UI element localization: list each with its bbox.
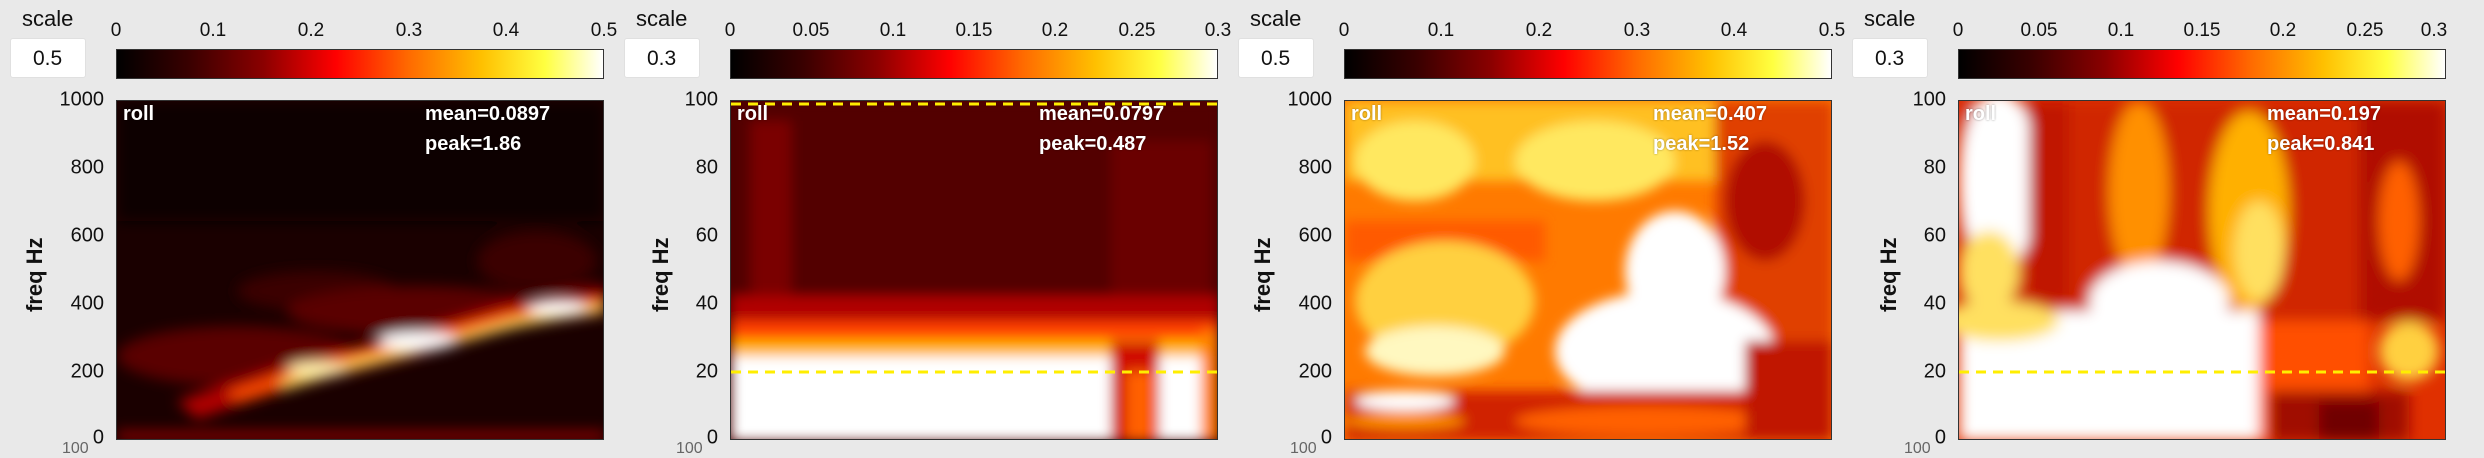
spectrogram-panel-3: scale 0.5 0 0.1 0.2 0.3 0.4 0.5 freq Hz … [1228, 0, 1846, 457]
mean-annotation: mean=0.0897 [425, 103, 551, 125]
peak-annotation: peak=0.487 [1039, 133, 1147, 155]
colorbar-tick: 0.5 [590, 20, 618, 41]
y-tick: 600 [70, 224, 104, 247]
colorbar-tick: 0.25 [1118, 20, 1156, 41]
scale-label: scale [636, 6, 688, 31]
y-tick: 800 [1298, 156, 1332, 179]
scale-label: scale [1250, 6, 1302, 31]
scale-label: scale [22, 6, 74, 31]
y-tick: 1000 [1287, 88, 1333, 111]
scale-input[interactable]: 0.5 [10, 38, 86, 78]
spectrogram-plot[interactable]: roll mean=0.0797 peak=0.487 [730, 100, 1218, 440]
colorbar-tick: 0.2 [2269, 20, 2297, 41]
colorbar-tick: 0.1 [2107, 20, 2135, 41]
y-tick: 1000 [59, 88, 105, 111]
spectrogram-plot[interactable]: roll mean=0.0897 peak=1.86 [116, 100, 604, 440]
overlay-label: roll [1965, 103, 1997, 125]
spectrogram-panel-4: scale 0.3 0 0.05 0.1 0.15 0.2 0.25 0.3 f… [1842, 0, 2456, 457]
overlay-label: roll [1351, 103, 1383, 125]
colorbar-tick: 0.3 [1204, 20, 1232, 41]
colorbar [1344, 49, 1832, 79]
colorbar-tick: 0 [724, 20, 736, 41]
y-tick: 800 [70, 156, 104, 179]
y-tick: 80 [1923, 156, 1946, 179]
y-tick: 200 [1298, 360, 1332, 383]
colorbar-tick: 0.3 [395, 20, 423, 41]
y-tick-cut: 100 [676, 440, 703, 457]
y-tick: 0 [1934, 426, 1946, 449]
peak-annotation: peak=1.52 [1653, 133, 1750, 155]
heatmap-image [1345, 101, 1831, 439]
overlay-label: roll [123, 103, 155, 125]
scale-input[interactable]: 0.3 [624, 38, 700, 78]
y-tick-cut: 100 [62, 440, 89, 457]
heatmap-image [1959, 101, 2445, 439]
mean-annotation: mean=0.0797 [1039, 103, 1165, 125]
scale-input[interactable]: 0.3 [1852, 38, 1928, 78]
y-tick: 400 [1298, 292, 1332, 315]
colorbar-tick: 0.1 [1427, 20, 1455, 41]
spectrogram-panel-1: scale 0.5 0 0.1 0.2 0.3 0.4 0.5 freq Hz … [0, 0, 618, 457]
colorbar-tick: 0.25 [2346, 20, 2384, 41]
colorbar-tick: 0.1 [879, 20, 907, 41]
colorbar [1958, 49, 2446, 79]
colorbar [730, 49, 1218, 79]
y-tick: 60 [1923, 224, 1946, 247]
y-tick: 0 [706, 426, 718, 449]
y-tick: 80 [695, 156, 718, 179]
colorbar-tick: 0.4 [492, 20, 520, 41]
spectrogram-panel-2: scale 0.3 0 0.05 0.1 0.15 0.2 0.25 0.3 f… [614, 0, 1232, 457]
colorbar-tick: 0.5 [1818, 20, 1846, 41]
colorbar-tick: 0.15 [2183, 20, 2221, 41]
mean-annotation: mean=0.407 [1653, 103, 1767, 125]
y-tick: 0 [92, 426, 104, 449]
y-tick: 100 [684, 88, 718, 111]
colorbar [116, 49, 604, 79]
colorbar-tick: 0.3 [1623, 20, 1651, 41]
colorbar-tick: 0.2 [1525, 20, 1553, 41]
y-tick: 100 [1912, 88, 1946, 111]
y-tick: 400 [70, 292, 104, 315]
colorbar-tick: 0.2 [1041, 20, 1069, 41]
colorbar-tick: 0.05 [792, 20, 830, 41]
peak-annotation: peak=1.86 [425, 133, 522, 155]
y-tick: 20 [695, 360, 718, 383]
peak-annotation: peak=0.841 [2267, 133, 2375, 155]
y-tick: 60 [695, 224, 718, 247]
scale-input[interactable]: 0.5 [1238, 38, 1314, 78]
colorbar-tick: 0.4 [1720, 20, 1748, 41]
spectrogram-plot[interactable]: roll mean=0.407 peak=1.52 [1344, 100, 1832, 440]
y-tick: 600 [1298, 224, 1332, 247]
overlay-label: roll [737, 103, 769, 125]
heatmap-image [117, 101, 603, 439]
y-tick: 40 [695, 292, 718, 315]
spectrogram-plot[interactable]: roll mean=0.197 peak=0.841 [1958, 100, 2446, 440]
colorbar-tick: 0.2 [297, 20, 325, 41]
colorbar-tick: 0.05 [2020, 20, 2058, 41]
colorbar-tick: 0 [110, 20, 122, 41]
y-tick-cut: 100 [1904, 440, 1931, 457]
colorbar-tick: 0.15 [955, 20, 993, 41]
colorbar-tick: 0 [1338, 20, 1350, 41]
mean-annotation: mean=0.197 [2267, 103, 2381, 125]
colorbar-tick: 0.3 [2420, 20, 2448, 41]
colorbar-tick: 0.1 [199, 20, 227, 41]
scale-label: scale [1864, 6, 1916, 31]
y-tick: 0 [1320, 426, 1332, 449]
heatmap-image [731, 101, 1217, 439]
y-tick: 20 [1923, 360, 1946, 383]
y-tick: 200 [70, 360, 104, 383]
y-tick: 40 [1923, 292, 1946, 315]
colorbar-tick: 0 [1952, 20, 1964, 41]
y-tick-cut: 100 [1290, 440, 1317, 457]
